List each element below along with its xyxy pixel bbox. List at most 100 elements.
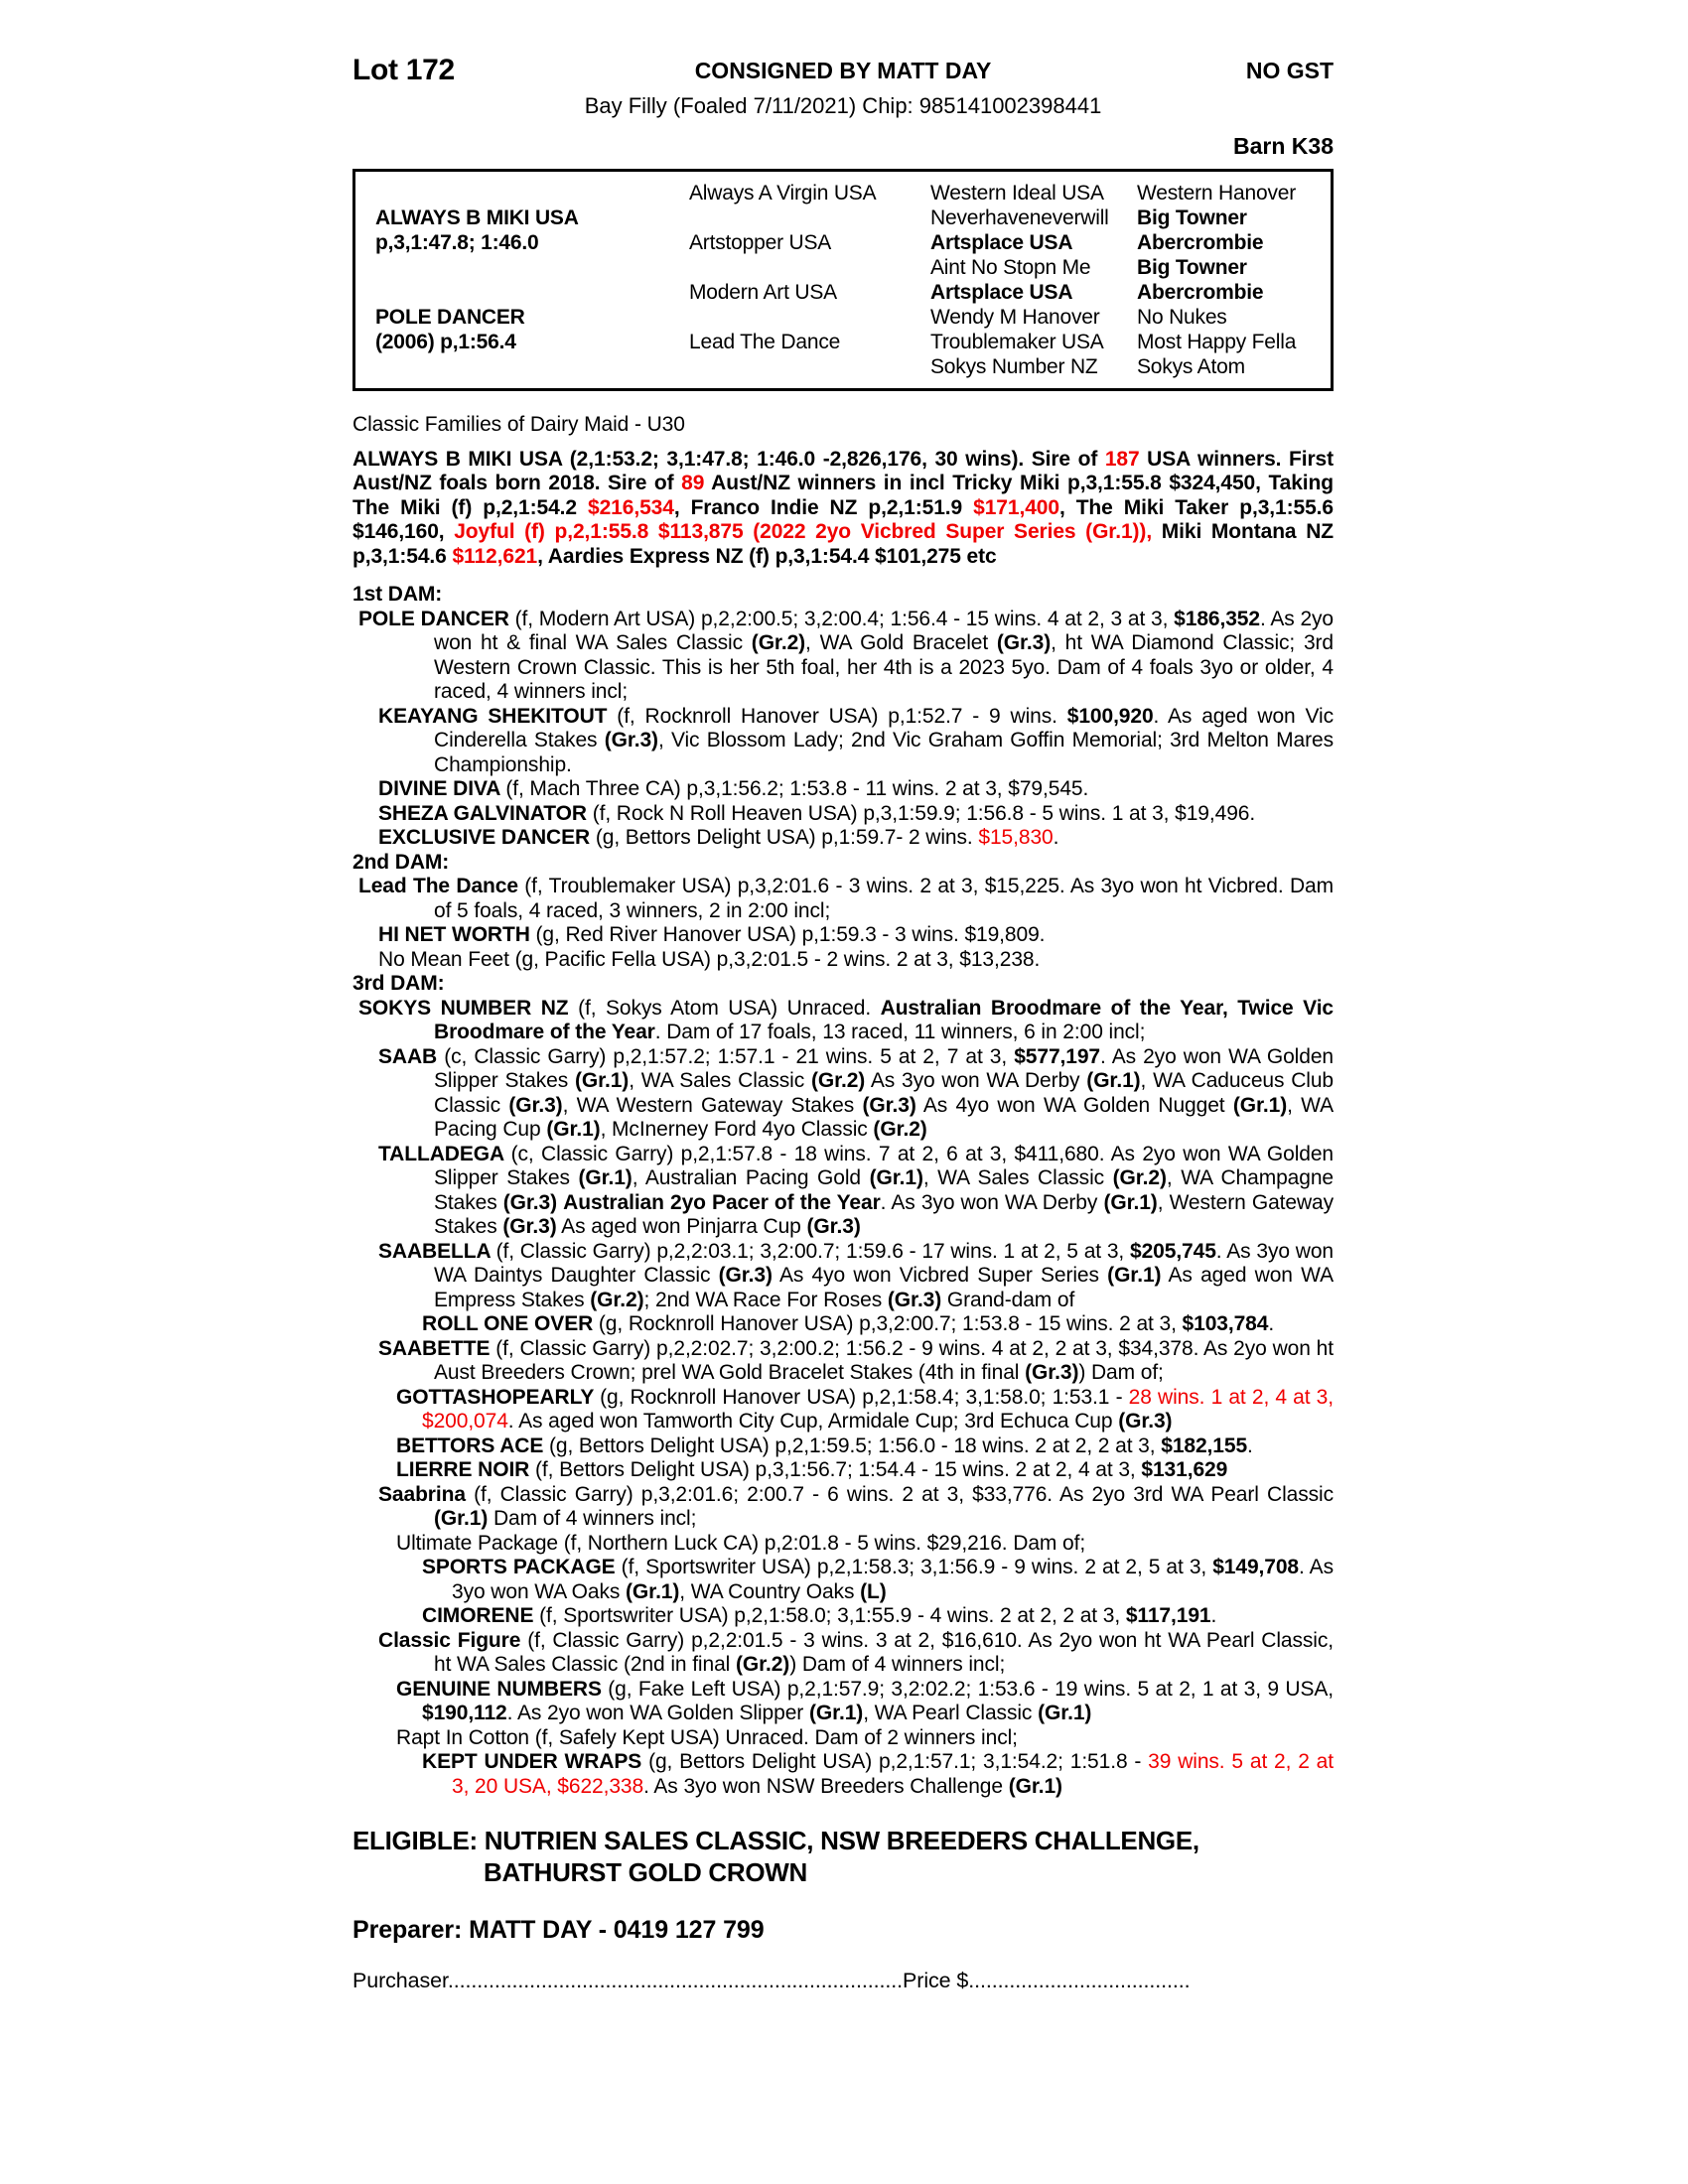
text-run: , WA Caduceus Club Classic bbox=[434, 1069, 1335, 1117]
text-run: (Gr.2) bbox=[751, 631, 806, 654]
pedigree-ancestor-name: POLE DANCER bbox=[375, 306, 525, 329]
text-run: (Gr.3) bbox=[1025, 1361, 1079, 1384]
pedigree-empty-cell bbox=[689, 255, 930, 280]
entry-saabette: SAABETTE (f, Classic Garry) p,2,2:02.7; … bbox=[352, 1337, 1334, 1386]
pedigree-ancestor-name: Artsplace USA bbox=[930, 281, 1073, 304]
text-run: , WA Champagne Stakes bbox=[434, 1166, 1334, 1214]
text-run: (Gr.3) bbox=[508, 1093, 563, 1117]
pedigree-ancestor-name: No Nukes bbox=[1137, 306, 1227, 329]
text-run: (Gr.3) bbox=[806, 1215, 861, 1238]
text-run: (Gr.3) bbox=[1118, 1410, 1173, 1433]
pedigree-ancestor-name: Western Ideal USA bbox=[930, 182, 1104, 205]
text-run: (f, Sokys Atom USA) Unraced. bbox=[578, 996, 881, 1020]
text-run: $103,784 bbox=[1182, 1312, 1269, 1335]
pedigree-ancestor-name: Big Towner bbox=[1137, 256, 1247, 279]
pedigree-body: Classic Families of Dairy Maid - U30 ALWA… bbox=[352, 413, 1334, 1992]
family-line: Classic Families of Dairy Maid - U30 bbox=[352, 413, 1334, 438]
text-run: CIMORENE bbox=[422, 1604, 540, 1627]
text-run: (Gr.3) bbox=[718, 1264, 773, 1287]
text-run: $100,920 bbox=[1066, 704, 1154, 728]
text-run: . As 2yo won ht & final WA Sales Classic bbox=[434, 607, 1334, 655]
text-run: (g, Bettors Delight USA) p,2,1:59.5; 1:5… bbox=[548, 1433, 1162, 1457]
text-run: As 4yo won Vicbred Super Series bbox=[772, 1264, 1108, 1287]
text-run: (L) bbox=[860, 1579, 887, 1603]
text-run: SAAB bbox=[378, 1044, 445, 1068]
text-run: (Gr.3) bbox=[604, 729, 658, 751]
text-run: Aust/NZ winners in incl Tricky Miki p,3,… bbox=[352, 472, 1334, 519]
text-run: . bbox=[1053, 826, 1059, 849]
pedigree-ancestor-name: Big Towner bbox=[1137, 206, 1247, 229]
text-run: , WA Western Gateway Stakes bbox=[562, 1093, 863, 1117]
text-run: , Western Gateway Stakes bbox=[434, 1190, 1335, 1239]
entry-bettors-ace: BETTORS ACE (g, Bettors Delight USA) p,2… bbox=[352, 1434, 1334, 1459]
text-run: DIVINE DIVA bbox=[378, 777, 506, 800]
text-run: (g, Bettors Delight USA) p,2,1:57.1; 3,1… bbox=[648, 1750, 1149, 1773]
text-run: ELIGIBLE: NUTRIEN SALES CLASSIC, NSW BRE… bbox=[352, 1826, 1199, 1887]
text-run: Joyful (f) p,2,1:55.8 $113,875 (2022 2yo… bbox=[454, 520, 1153, 543]
text-run: , WA Pearl Classic bbox=[863, 1702, 1039, 1724]
text-run: As aged won WA Empress Stakes bbox=[434, 1264, 1334, 1311]
pedigree-ancestor-name: Abercrombie bbox=[1137, 231, 1264, 254]
text-run: $15,830 bbox=[978, 826, 1054, 849]
text-run: . As aged won Vic Cinderella Stakes bbox=[434, 704, 1335, 752]
text-run: Price $ bbox=[903, 1968, 969, 1992]
text-run: ; 2nd WA Race For Roses bbox=[643, 1288, 888, 1311]
pedigree-ancestor-name: Sokys Atom bbox=[1137, 355, 1245, 378]
text-run: (Gr.1) bbox=[574, 1069, 630, 1092]
text-run: $216,534 bbox=[588, 495, 674, 519]
text-run: (f, Bettors Delight USA) p,3,1:56.7; 1:5… bbox=[534, 1458, 1142, 1481]
dam2-heading: 2nd DAM: bbox=[352, 851, 1334, 876]
text-run: No Mean Feet (g, Pacific Fella USA) p,3,… bbox=[378, 947, 1041, 971]
text-run: (Gr.1) bbox=[1232, 1093, 1288, 1117]
entry-cimorene: CIMORENE (f, Sportswriter USA) p,2,1:58.… bbox=[352, 1604, 1334, 1629]
text-run: (Gr.2) bbox=[590, 1288, 644, 1311]
text-run: , McInerney Ford 4yo Classic bbox=[600, 1118, 874, 1141]
dam3-sokys-number: SOKYS NUMBER NZ (f, Sokys Atom USA) Unra… bbox=[352, 997, 1334, 1045]
text-run: (g, Fake Left USA) p,2,1:57.9; 3,2:02.2;… bbox=[608, 1677, 1334, 1701]
text-run: Grand-dam of bbox=[941, 1288, 1075, 1311]
barn-number: Barn K38 bbox=[1233, 133, 1334, 159]
text-run: (Gr.3) bbox=[996, 631, 1052, 654]
entry-sports-package: SPORTS PACKAGE (f, Sportswriter USA) p,2… bbox=[352, 1556, 1334, 1604]
pedigree-ancestor-name: Aint No Stopn Me bbox=[930, 256, 1091, 279]
text-run: 39 wins. 5 at 2, 2 at 3, 20 USA, $622,33… bbox=[452, 1750, 1334, 1798]
text-run: ALWAYS B MIKI USA (2,1:53.2; 3,1:47.8; 1… bbox=[352, 447, 1105, 471]
text-run: $182,155 bbox=[1161, 1433, 1248, 1457]
pedigree-ancestor-name: Most Happy Fella bbox=[1137, 331, 1297, 353]
text-run: $117,191 bbox=[1125, 1604, 1211, 1627]
pedigree-ancestor-name: Abercrombie bbox=[1137, 281, 1264, 304]
entry-no-mean-feet: No Mean Feet (g, Pacific Fella USA) p,3,… bbox=[352, 948, 1334, 973]
text-run: (f, Classic Garry) p,2,2:02.7; 3,2:00.2;… bbox=[434, 1336, 1334, 1385]
entry-gottashopearly: GOTTASHOPEARLY (g, Rocknroll Hanover USA… bbox=[352, 1386, 1334, 1434]
text-run: ...................................... bbox=[968, 1968, 1191, 1992]
dam2-lead-the-dance: Lead The Dance (f, Troublemaker USA) p,3… bbox=[352, 875, 1334, 923]
entry-talladega: TALLADEGA (c, Classic Garry) p,2,1:57.8 … bbox=[352, 1143, 1334, 1240]
pedigree-ancestor-name: ALWAYS B MIKI USA bbox=[375, 206, 579, 229]
entry-saabrina: Saabrina (f, Classic Garry) p,3,2:01.6; … bbox=[352, 1483, 1334, 1532]
text-run: (f, Classic Garry) p,3,2:01.6; 2:00.7 - … bbox=[474, 1482, 1334, 1506]
text-run: Australian 2yo Pacer of the Year bbox=[563, 1190, 881, 1214]
text-run: SAABELLA bbox=[378, 1239, 496, 1263]
text-run: 28 wins. 1 at 2, 4 at 3, $200,074 bbox=[422, 1385, 1334, 1433]
text-run: Ultimate Package (f, Northern Luck CA) p… bbox=[396, 1531, 1086, 1555]
text-run: POLE DANCER bbox=[358, 607, 515, 630]
dam1-pole-dancer: POLE DANCER (f, Modern Art USA) p,2,2:00… bbox=[352, 608, 1334, 705]
text-run: GENUINE NUMBERS bbox=[396, 1677, 609, 1701]
text-run: (Gr.1) bbox=[808, 1702, 864, 1724]
text-run: (Gr.3) bbox=[862, 1093, 916, 1117]
pedigree-ancestor-name: Always A Virgin USA bbox=[689, 182, 877, 205]
text-run: . As 3yo won WA Oaks bbox=[452, 1556, 1334, 1603]
text-run: (Gr.2) bbox=[1112, 1166, 1167, 1189]
purchaser-line: Purchaser...............................… bbox=[352, 1969, 1334, 1993]
text-run: . As 3yo won WA Derby bbox=[880, 1190, 1104, 1214]
text-run: $205,745 bbox=[1130, 1239, 1216, 1263]
pedigree-empty-cell bbox=[689, 305, 930, 330]
text-run: (Gr.1) bbox=[869, 1166, 923, 1189]
entry-exclusive-dancer: EXCLUSIVE DANCER (g, Bettors Delight USA… bbox=[352, 826, 1334, 851]
text-run: . bbox=[1210, 1604, 1217, 1627]
text-run: (g, Rocknroll Hanover USA) p,3,2:00.7; 1… bbox=[598, 1312, 1183, 1335]
entry-keayang-shekitout: KEAYANG SHEKITOUT (f, Rocknroll Hanover … bbox=[352, 705, 1334, 778]
text-run: , WA Country Oaks bbox=[679, 1579, 861, 1603]
text-run: LIERRE NOIR bbox=[396, 1458, 535, 1481]
